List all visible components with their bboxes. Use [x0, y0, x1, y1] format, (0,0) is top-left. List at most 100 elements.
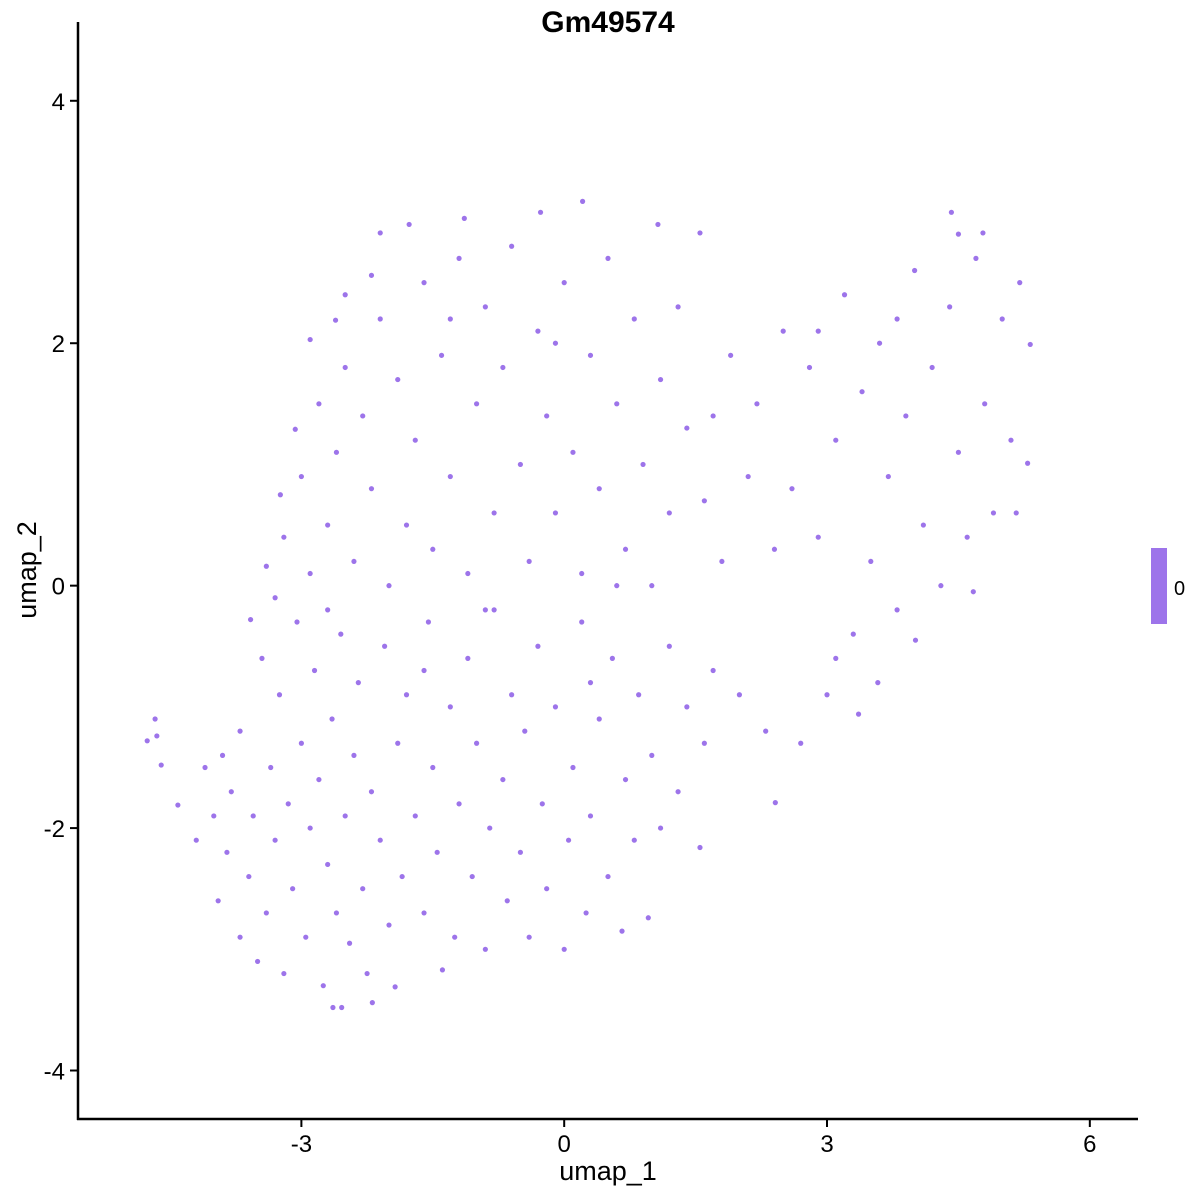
data-point — [728, 352, 734, 358]
data-point — [439, 967, 446, 973]
data-point — [763, 728, 769, 734]
data-point — [307, 825, 313, 831]
data-point — [587, 352, 594, 358]
data-point — [465, 655, 471, 661]
data-point — [364, 970, 370, 977]
data-point — [1025, 460, 1031, 466]
data-point — [736, 692, 743, 698]
data-point — [482, 946, 488, 952]
data-point — [868, 558, 874, 565]
data-point — [268, 764, 274, 771]
data-point — [430, 764, 436, 771]
data-point — [276, 692, 283, 698]
data-point — [325, 607, 331, 613]
data-point — [697, 844, 703, 851]
data-point — [465, 570, 471, 577]
data-point — [377, 230, 383, 236]
data-point — [298, 473, 304, 480]
data-point — [631, 837, 637, 843]
data-point — [456, 801, 462, 807]
data-point — [369, 1000, 375, 1006]
data-point — [537, 209, 544, 215]
data-point — [938, 583, 944, 589]
x-axis-ticks: -3 0 3 6 — [291, 1119, 1096, 1158]
data-point — [259, 655, 265, 661]
data-point — [596, 486, 602, 492]
x-axis-label: umap_1 — [559, 1156, 657, 1186]
data-point — [754, 401, 760, 407]
data-point — [228, 789, 234, 795]
data-point — [565, 837, 572, 843]
data-point — [859, 389, 865, 395]
data-point — [438, 352, 445, 358]
data-point — [294, 619, 300, 625]
data-point — [649, 583, 655, 589]
data-point — [649, 752, 655, 758]
data-point — [368, 789, 375, 795]
data-point — [609, 655, 615, 661]
data-point — [745, 473, 751, 480]
data-point — [272, 595, 278, 601]
data-point — [570, 449, 576, 455]
data-point — [330, 1004, 336, 1011]
data-point — [526, 934, 532, 940]
data-point — [1017, 280, 1023, 286]
data-point — [500, 364, 506, 371]
data-point — [403, 522, 410, 528]
data-point — [666, 643, 672, 649]
data-point — [342, 813, 348, 819]
data-point — [355, 680, 361, 686]
data-point — [798, 740, 804, 746]
data-point — [250, 813, 256, 819]
data-point — [482, 607, 488, 613]
data-point — [657, 376, 664, 383]
data-point — [175, 802, 181, 808]
data-point — [841, 292, 848, 298]
data-point — [710, 413, 716, 419]
data-point — [333, 910, 340, 916]
data-point — [605, 873, 611, 880]
data-point — [552, 704, 559, 710]
x-tick-label: 6 — [1083, 1131, 1096, 1158]
data-point — [885, 473, 891, 480]
data-point — [425, 619, 432, 625]
data-point — [360, 886, 366, 892]
data-point — [421, 910, 427, 916]
data-point — [579, 198, 586, 204]
data-point — [535, 643, 541, 649]
data-point — [263, 910, 269, 916]
data-point — [614, 583, 620, 589]
data-point — [684, 704, 690, 710]
data-point — [395, 740, 401, 746]
data-point — [342, 364, 348, 371]
data-point — [970, 589, 976, 595]
data-point — [710, 667, 716, 674]
data-point — [246, 873, 252, 880]
data-point — [666, 510, 672, 516]
data-point — [789, 486, 795, 492]
data-point — [338, 631, 344, 637]
data-point — [561, 280, 567, 286]
data-point — [325, 522, 331, 528]
data-point — [587, 680, 594, 686]
data-point — [447, 473, 453, 480]
data-point — [614, 401, 620, 407]
data-point — [360, 413, 366, 419]
data-point — [290, 886, 296, 892]
data-point — [855, 711, 862, 717]
data-point — [876, 340, 883, 346]
data-point — [399, 873, 405, 880]
data-point — [412, 437, 418, 443]
data-point — [332, 317, 339, 323]
data-point — [684, 425, 690, 431]
data-point — [487, 825, 493, 831]
data-point — [815, 534, 821, 540]
legend-colorbar — [1151, 548, 1167, 624]
data-point — [447, 704, 453, 710]
data-point — [579, 570, 585, 577]
data-point — [552, 510, 559, 516]
data-point — [522, 728, 528, 734]
data-point — [456, 255, 462, 261]
data-point — [999, 316, 1005, 322]
